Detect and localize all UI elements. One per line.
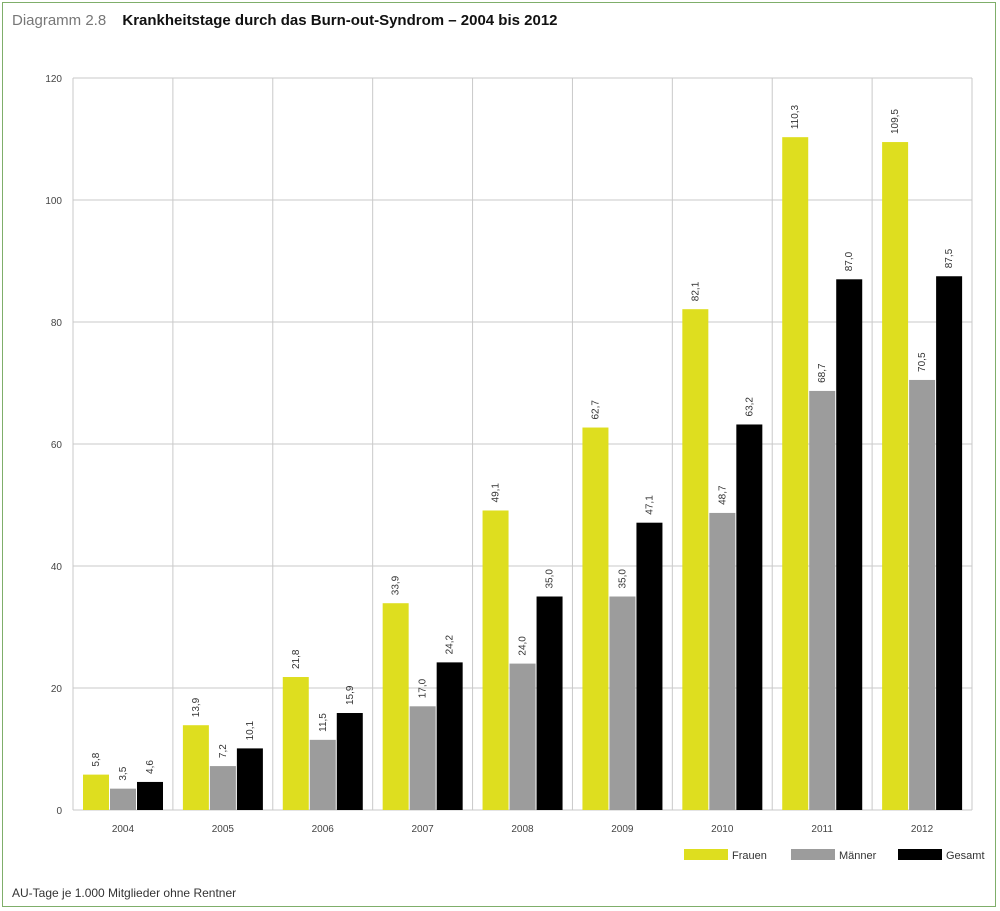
data-label-Gesamt-2004: 4,6 (145, 760, 156, 774)
data-label-Frauen-2011: 110,3 (790, 104, 801, 129)
y-tick-label-40: 40 (51, 562, 63, 573)
x-tick-label-2010: 2010 (711, 824, 734, 835)
x-tick-label-2009: 2009 (611, 824, 634, 835)
y-tick-label-80: 80 (51, 318, 63, 329)
legend-label-Frauen: Frauen (732, 850, 767, 862)
data-label-Männer-2010: 48,7 (717, 485, 728, 505)
y-tick-label-20: 20 (51, 684, 63, 695)
x-tick-label-2004: 2004 (112, 824, 135, 835)
legend-label-Männer: Männer (839, 850, 877, 862)
data-label-Männer-2004: 3,5 (118, 766, 129, 780)
bar-Männer-2004 (110, 788, 136, 810)
legend-swatch-Männer (791, 849, 835, 860)
bar-Frauen-2011 (782, 137, 809, 811)
y-tick-label-60: 60 (51, 440, 63, 451)
data-label-Gesamt-2007: 24,2 (445, 634, 456, 654)
chart-header: Diagramm 2.8 Krankheitstage durch das Bu… (12, 12, 558, 29)
y-tick-label-120: 120 (45, 74, 62, 85)
footnote: AU-Tage je 1.000 Mitglieder ohne Rentner (12, 886, 237, 900)
bar-Gesamt-2007 (436, 662, 463, 810)
chart-title: Krankheitstage durch das Burn-out-Syndro… (122, 12, 558, 29)
data-label-Frauen-2004: 5,8 (91, 752, 102, 766)
diagram-number: Diagramm 2.8 (12, 12, 107, 29)
legend-label-Gesamt: Gesamt (946, 850, 985, 862)
bar-Frauen-2009 (582, 427, 609, 810)
y-tick-label-100: 100 (45, 196, 62, 207)
data-label-Gesamt-2008: 35,0 (545, 569, 556, 589)
x-tick-label-2012: 2012 (911, 824, 934, 835)
bar-Frauen-2006 (282, 677, 309, 810)
bar-Männer-2008 (509, 663, 536, 810)
x-tick-label-2006: 2006 (312, 824, 335, 835)
bar-Frauen-2008 (482, 510, 509, 810)
y-tick-label-0: 0 (56, 806, 62, 817)
bar-Gesamt-2010 (736, 424, 763, 810)
data-label-Männer-2006: 11,5 (318, 713, 329, 732)
bar-Gesamt-2004 (137, 781, 163, 810)
data-label-Frauen-2007: 33,9 (391, 575, 402, 595)
data-label-Frauen-2010: 82,1 (690, 281, 701, 301)
bar-Männer-2012 (909, 379, 936, 810)
data-label-Männer-2012: 70,5 (917, 352, 928, 372)
x-tick-label-2005: 2005 (212, 824, 235, 835)
data-label-Männer-2008: 24,0 (518, 636, 529, 656)
x-tick-label-2011: 2011 (811, 824, 833, 835)
bar-Gesamt-2006 (336, 713, 363, 810)
data-label-Männer-2005: 7,2 (218, 744, 229, 758)
data-label-Gesamt-2012: 87,5 (944, 248, 955, 268)
bar-Frauen-2010 (682, 309, 709, 810)
bar-Gesamt-2012 (936, 276, 963, 810)
legend-swatch-Gesamt (898, 849, 942, 860)
bar-Männer-2010 (709, 512, 736, 810)
bar-Männer-2007 (409, 706, 436, 810)
bar-Frauen-2005 (182, 725, 209, 810)
bar-Männer-2005 (209, 766, 236, 810)
legend-swatch-Frauen (684, 849, 728, 860)
data-label-Gesamt-2006: 15,9 (345, 685, 356, 705)
data-label-Männer-2011: 68,7 (817, 363, 828, 383)
data-label-Frauen-2012: 109,5 (890, 109, 901, 134)
data-label-Frauen-2005: 13,9 (191, 697, 202, 717)
data-label-Gesamt-2005: 10,1 (245, 720, 256, 740)
data-label-Frauen-2009: 62,7 (590, 400, 601, 420)
data-label-Frauen-2006: 21,8 (291, 649, 302, 669)
bar-Männer-2011 (809, 390, 836, 810)
bar-Männer-2009 (609, 596, 636, 810)
bar-Männer-2006 (309, 739, 336, 810)
data-label-Gesamt-2010: 63,2 (744, 397, 755, 417)
x-tick-label-2007: 2007 (411, 824, 434, 835)
bar-Gesamt-2005 (236, 748, 263, 810)
data-label-Frauen-2008: 49,1 (491, 483, 502, 503)
data-label-Gesamt-2011: 87,0 (844, 251, 855, 271)
bar-Gesamt-2009 (636, 522, 663, 810)
data-label-Männer-2009: 35,0 (617, 569, 628, 589)
data-label-Männer-2007: 17,0 (418, 678, 429, 698)
bar-Frauen-2004 (83, 774, 109, 810)
bar-Gesamt-2008 (536, 596, 563, 810)
data-label-Gesamt-2009: 47,1 (644, 495, 655, 515)
bar-Frauen-2007 (382, 603, 409, 810)
bar-Gesamt-2011 (836, 279, 863, 810)
x-tick-label-2008: 2008 (511, 824, 534, 835)
bar-Frauen-2012 (882, 142, 909, 811)
